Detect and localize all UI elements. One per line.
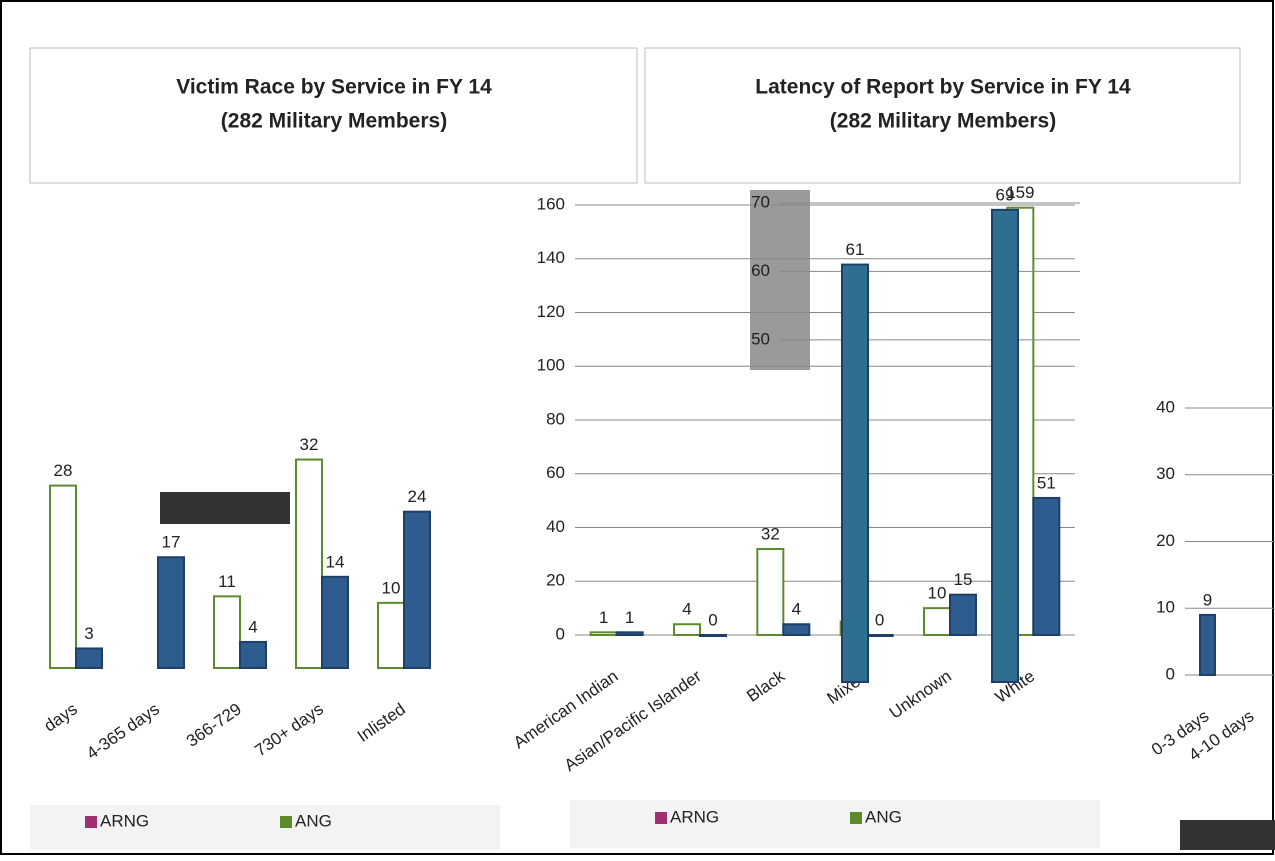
y-tick-label: 40 (546, 517, 565, 536)
bar (673, 623, 701, 636)
value-label: 1 (625, 608, 634, 627)
value-label: 159 (1006, 183, 1034, 202)
value-label: 0 (875, 610, 884, 629)
value-label: 24 (408, 487, 427, 506)
chart-subtitle: (282 Military Members) (830, 110, 1056, 133)
value-label: 28 (54, 461, 73, 480)
y-tick-label: 140 (537, 248, 565, 267)
y-tick-label: 0 (556, 624, 565, 643)
value-label: 14 (326, 552, 345, 571)
bar (49, 484, 77, 669)
legend-label: ANG (295, 811, 332, 830)
bar (615, 631, 644, 636)
bar (991, 208, 1019, 683)
y-tick-label: 60 (546, 463, 565, 482)
legend-label: ARNG (670, 807, 719, 826)
bar (213, 595, 241, 669)
glitch-block (160, 492, 290, 524)
legend-swatch (85, 816, 97, 828)
value-label: 15 (954, 570, 973, 589)
value-label: 61 (846, 240, 865, 259)
y-tick-label: 20 (1156, 531, 1175, 550)
legend-label: ANG (865, 807, 902, 826)
bar (1199, 613, 1216, 676)
value-label: 10 (382, 578, 401, 597)
chart-title: Victim Race by Service in FY 14 (176, 76, 492, 99)
bar (1032, 496, 1061, 636)
value-label: 11 (218, 572, 236, 591)
bar (949, 593, 977, 636)
title-panel (29, 47, 638, 184)
y-tick-label: 50 (751, 329, 770, 348)
legend-swatch (850, 812, 862, 824)
value-label: 4 (682, 600, 691, 619)
value-label: 3 (84, 624, 93, 643)
value-label: 17 (162, 533, 181, 552)
legend-swatch (280, 816, 292, 828)
value-label: 4 (792, 600, 801, 619)
chart-title: Latency of Report by Service in FY 14 (755, 76, 1131, 99)
y-tick-label: 80 (546, 409, 565, 428)
value-label: 10 (928, 584, 947, 603)
bar (589, 631, 618, 636)
value-label: 9 (1203, 590, 1212, 609)
value-label: 51 (1037, 473, 1056, 492)
y-tick-label: 60 (751, 261, 770, 280)
bar (923, 607, 951, 636)
bar (239, 640, 267, 670)
y-tick-label: 20 (546, 571, 565, 590)
bar (295, 458, 323, 669)
bar (756, 548, 785, 636)
glitch-block (1180, 820, 1275, 850)
bar (403, 510, 431, 669)
y-tick-label: 100 (537, 356, 565, 375)
y-tick-label: 160 (537, 194, 565, 213)
bar (841, 263, 869, 683)
legend-strip (30, 805, 500, 850)
y-tick-label: 40 (1156, 397, 1175, 416)
y-tick-label: 10 (1156, 598, 1175, 617)
legend-label: ARNG (100, 811, 149, 830)
title-panel (644, 47, 1241, 184)
bar (75, 647, 103, 670)
bar (699, 634, 727, 637)
value-label: 4 (248, 617, 257, 636)
y-tick-label: 30 (1156, 464, 1175, 483)
y-tick-label: 0 (1166, 664, 1175, 683)
bar (321, 575, 349, 669)
value-label: 32 (300, 435, 319, 454)
legend-strip (570, 800, 1100, 848)
value-label: 32 (761, 524, 780, 543)
bar (377, 601, 405, 669)
bar (865, 634, 894, 637)
value-label: 69 (996, 185, 1015, 204)
bar (782, 623, 811, 636)
y-tick-label: 70 (751, 192, 770, 211)
value-label: 0 (708, 610, 717, 629)
y-tick-label: 120 (537, 302, 565, 321)
value-label: 1 (599, 608, 608, 627)
bar (157, 556, 185, 669)
chart-subtitle: (282 Military Members) (221, 110, 447, 133)
legend-swatch (655, 812, 667, 824)
